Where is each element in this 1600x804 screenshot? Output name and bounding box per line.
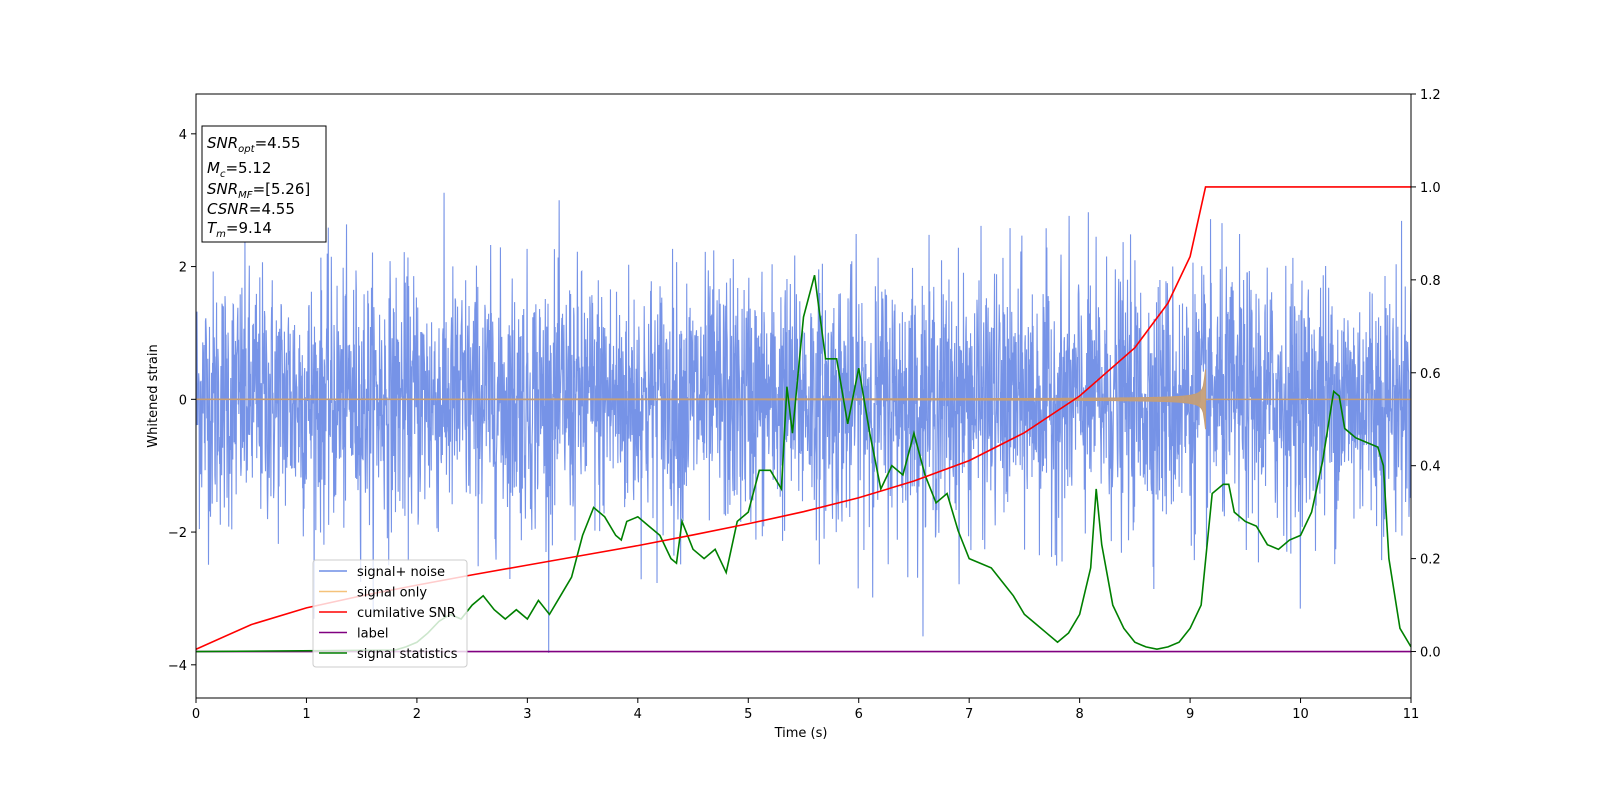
y2-tick-label: 1.2 bbox=[1420, 88, 1441, 103]
y-tick-label: −4 bbox=[168, 659, 187, 674]
annotation-line: SNRopt=4.55 bbox=[207, 134, 301, 155]
legend-label: cumilative SNR bbox=[357, 606, 456, 621]
y-tick-label: 4 bbox=[179, 128, 187, 143]
y-tick-label: −2 bbox=[168, 526, 187, 541]
legend-item: signal statistics bbox=[319, 647, 458, 662]
y2-tick-label: 1.0 bbox=[1420, 181, 1441, 196]
plot-frame bbox=[195, 93, 1412, 699]
annotation-line: CSNR=4.55 bbox=[207, 200, 295, 218]
x-tick-label: 7 bbox=[965, 707, 973, 722]
x-axis-label: Time (s) bbox=[774, 726, 828, 741]
legend-label: signal statistics bbox=[357, 647, 458, 662]
y2-tick-label: 0.0 bbox=[1420, 646, 1441, 661]
legend-label: signal only bbox=[357, 586, 427, 601]
y-tick-label: 2 bbox=[179, 261, 187, 276]
x-axis-ticks: 0 1 2 3 4 5 6 7 8 9 10 11 bbox=[192, 698, 1419, 722]
y-axis-ticks: −4 −2 0 2 4 bbox=[168, 128, 196, 674]
x-tick-label: 9 bbox=[1186, 707, 1194, 722]
y2-tick-label: 0.6 bbox=[1420, 367, 1441, 382]
signal-statistics-line bbox=[196, 274, 1411, 653]
legend-item: signal+ noise bbox=[319, 565, 445, 580]
x-tick-label: 4 bbox=[634, 707, 642, 722]
y2-axis-ticks: 0.0 0.2 0.4 0.6 0.8 1.0 1.2 bbox=[1411, 88, 1441, 661]
x-tick-label: 3 bbox=[523, 707, 531, 722]
x-tick-label: 5 bbox=[744, 707, 752, 722]
annotation-line: Tm=9.14 bbox=[207, 219, 272, 240]
legend: signal+ noise signal only cumilative SNR la… bbox=[312, 559, 468, 668]
series-signal-noise bbox=[196, 192, 1411, 653]
y-axis-label: Whitened strain bbox=[146, 344, 161, 447]
y2-tick-label: 0.8 bbox=[1420, 274, 1441, 289]
x-tick-label: 0 bbox=[192, 707, 200, 722]
x-tick-label: 6 bbox=[855, 707, 863, 722]
annotation-frame bbox=[201, 125, 327, 243]
y-tick-label: 0 bbox=[179, 393, 187, 408]
signal-noise-line bbox=[196, 192, 1411, 653]
annotation-box: SNRopt=4.55 Mc=5.12SNRMF=[5.26]CSNR=4.55T… bbox=[201, 125, 327, 243]
x-tick-label: 11 bbox=[1403, 707, 1420, 722]
series-signal-only bbox=[196, 369, 1411, 430]
legend-item: signal only bbox=[319, 586, 427, 601]
legend-label: label bbox=[357, 627, 388, 642]
legend-frame bbox=[312, 559, 468, 668]
x-tick-label: 2 bbox=[413, 707, 421, 722]
signal-only-envelope bbox=[196, 369, 1207, 430]
legend-label: signal+ noise bbox=[357, 565, 445, 580]
x-tick-label: 1 bbox=[302, 707, 310, 722]
annotation-line: SNRMF=[5.26] bbox=[207, 180, 310, 201]
x-tick-label: 8 bbox=[1075, 707, 1083, 722]
annotation-line: Mc=5.12 bbox=[207, 159, 271, 180]
y2-tick-label: 0.2 bbox=[1420, 553, 1441, 568]
x-tick-label: 10 bbox=[1292, 707, 1309, 722]
legend-item: cumilative SNR bbox=[319, 606, 456, 621]
y2-tick-label: 0.4 bbox=[1420, 460, 1441, 475]
legend-item: label bbox=[319, 627, 388, 642]
